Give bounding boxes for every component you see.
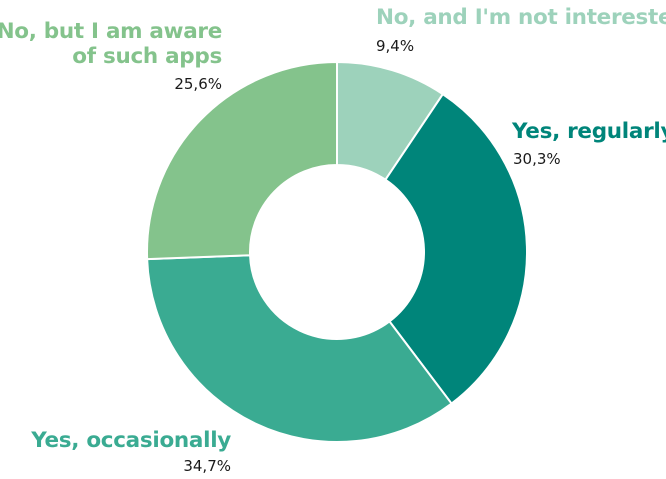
slice-value-aware: 25,6% [174, 75, 222, 93]
slice-occasionally [146, 254, 453, 443]
slice-regularly [384, 93, 528, 405]
slice-label-aware-line2: of such apps [72, 44, 222, 69]
slice-value-regularly: 30,3% [513, 150, 561, 168]
slice-label-regularly: Yes, regularly [512, 119, 666, 144]
slice-label-not-interested: No, and I'm not interested [376, 5, 666, 30]
slice-aware [146, 61, 338, 261]
slice-label-aware-line1: No, but I am aware [0, 19, 222, 44]
slice-value-occasionally: 34,7% [183, 457, 231, 475]
slice-label-occasionally: Yes, occasionally [31, 428, 231, 453]
slice-value-not-interested: 9,4% [376, 37, 415, 55]
